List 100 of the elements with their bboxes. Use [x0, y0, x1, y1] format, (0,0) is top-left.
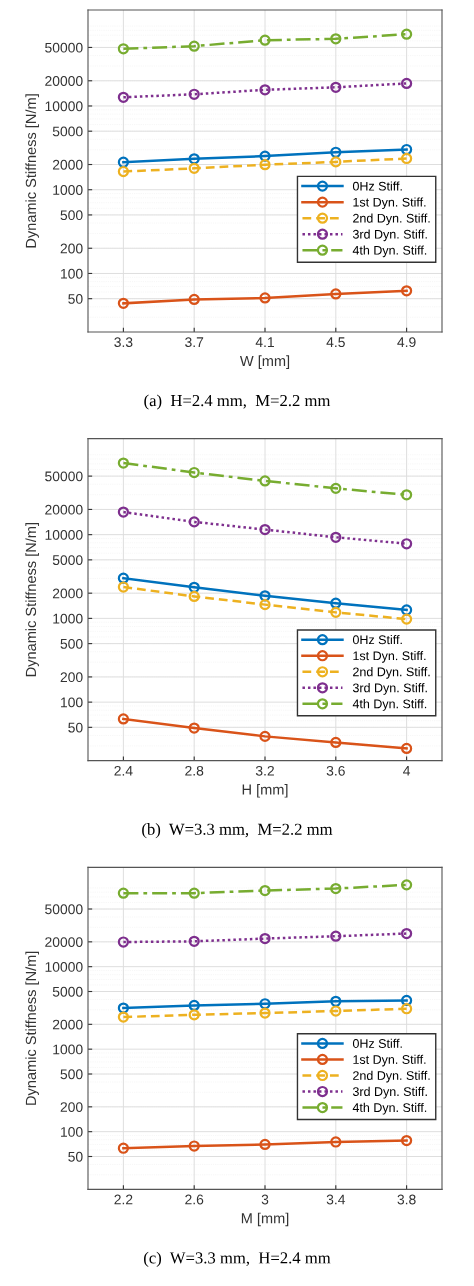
point [400, 879, 413, 891]
point [188, 466, 200, 479]
x-axis-title: M [mm] [241, 1212, 289, 1227]
point [259, 1007, 271, 1019]
point [117, 713, 130, 725]
point [330, 482, 342, 494]
point [330, 597, 342, 609]
y-tick-label: 1000 [53, 185, 83, 195]
x-tick-label: 2.8 [185, 765, 204, 776]
point [259, 34, 271, 46]
text: (a) H=2.4 mm, M=2.2 mm [144, 394, 331, 410]
point [400, 28, 413, 40]
point [400, 152, 413, 165]
x-axis-title: H [mm] [242, 784, 288, 798]
point [117, 887, 130, 899]
x-tick-label: 3.4 [326, 1194, 346, 1205]
point [188, 162, 200, 174]
point [400, 77, 413, 90]
point [188, 581, 200, 593]
text: (c) W=3.3 mm, H=2.4 mm [144, 1251, 331, 1267]
legend-label: 3rd Dyn. Stiff. [352, 683, 427, 695]
point [259, 590, 271, 602]
y-tick-label: 500 [60, 210, 83, 221]
y-tick-label: 50 [68, 1151, 83, 1162]
point [117, 506, 130, 518]
x-tick-label: 3.2 [255, 765, 274, 776]
point [117, 156, 130, 168]
x-tick-label: 3.3 [114, 337, 133, 348]
point [188, 935, 200, 947]
point [117, 91, 130, 103]
point [330, 531, 342, 543]
x-tick-label: 4.1 [255, 337, 274, 347]
y-tick-label: 10000 [45, 962, 83, 972]
legend-label: 0Hz Stiff. [352, 1038, 402, 1048]
y-axis-title: Dynamic Stiffness [N/m] [25, 94, 39, 248]
y-tick-label: 50000 [45, 471, 83, 482]
point [330, 736, 342, 749]
point [330, 606, 342, 618]
point [330, 81, 342, 93]
y-tick-label: 1000 [53, 1044, 83, 1055]
point [330, 1136, 342, 1148]
y-axis-title: Dynamic Stiffness [N/m] [25, 523, 39, 677]
point [259, 292, 271, 304]
text: (b) W=3.3 mm, M=2.2 mm [142, 823, 333, 839]
legend-label: 0Hz Stiff. [352, 635, 402, 645]
point [117, 1002, 130, 1014]
point [188, 590, 200, 603]
point [400, 742, 413, 755]
point [117, 297, 130, 309]
y-tick-label: 50 [68, 722, 83, 733]
point [259, 523, 271, 536]
x-tick-label: 4.9 [397, 337, 416, 348]
point [188, 722, 200, 734]
point [188, 153, 200, 165]
legend-label: 4th Dyn. Stiff. [352, 245, 427, 258]
y-tick-label: 5000 [52, 555, 83, 566]
x-tick-label: 2.4 [114, 765, 133, 776]
y-tick-label: 1000 [53, 613, 83, 624]
y-tick-label: 100 [61, 697, 83, 708]
point [400, 285, 413, 297]
x-tick-label: 2.2 [114, 1194, 133, 1205]
point [117, 1142, 130, 1154]
point [117, 1011, 130, 1023]
point [400, 927, 413, 940]
point [330, 156, 342, 168]
point [117, 581, 130, 593]
x-tick-label: 4 [403, 766, 411, 776]
point [188, 516, 200, 528]
point [330, 882, 342, 895]
y-tick-label: 50 [68, 294, 83, 304]
y-tick-label: 500 [60, 1069, 83, 1080]
legend-label: 1st Dyn. Stiff. [353, 651, 426, 663]
point [330, 930, 342, 942]
point [188, 88, 200, 100]
legend-label: 1st Dyn. Stiff. [353, 197, 426, 210]
legend-label: 2nd Dyn. Stiff. [353, 1070, 430, 1083]
legend-label: 2nd Dyn. Stiff. [353, 667, 430, 679]
legend-label: 3rd Dyn. Stiff. [352, 1086, 427, 1099]
legend-label: 0Hz Stiff. [352, 181, 402, 191]
y-tick-label: 20000 [45, 76, 83, 86]
point [117, 572, 130, 584]
x-tick-label: 4.5 [326, 337, 345, 348]
point [117, 165, 130, 178]
y-tick-label: 100 [61, 1127, 83, 1137]
point [400, 1003, 413, 1015]
y-tick-label: 2000 [52, 1019, 83, 1030]
point [400, 538, 413, 550]
point [188, 1140, 200, 1152]
y-tick-label: 2000 [52, 159, 83, 170]
point [330, 1005, 342, 1017]
point [259, 599, 271, 611]
x-tick-label: 2.6 [185, 1194, 204, 1205]
point [400, 489, 413, 501]
y-tick-label: 10000 [45, 529, 83, 540]
x-tick-label: 3.7 [185, 337, 204, 348]
y-tick-label: 50000 [45, 904, 83, 915]
point [400, 143, 413, 156]
point [188, 40, 200, 52]
y-tick-label: 2000 [52, 588, 83, 599]
point [330, 33, 342, 45]
